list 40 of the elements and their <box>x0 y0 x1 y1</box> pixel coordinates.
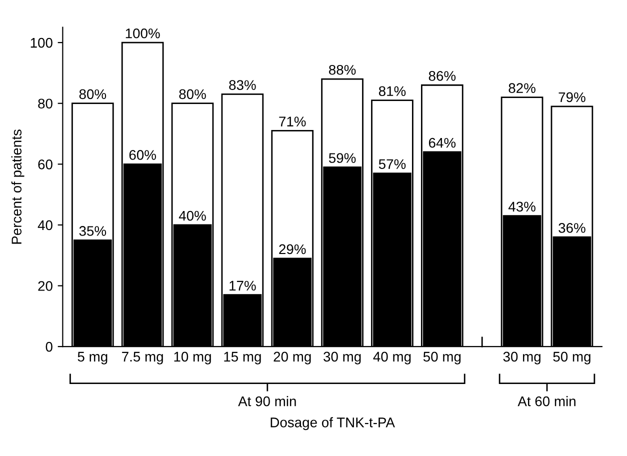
y-tick-label: 0 <box>46 342 52 352</box>
data-label: 59% <box>328 153 356 163</box>
x-tick-label: 7.5 mg <box>122 352 163 364</box>
x-tick-label: 10 mg <box>174 352 211 364</box>
data-label: 60% <box>129 150 156 160</box>
data-label: 88% <box>329 64 356 75</box>
x-tick-label: 30 mg <box>324 352 361 364</box>
text: At 90 min <box>238 396 296 406</box>
data-label: 43% <box>508 202 536 212</box>
data-label: 35% <box>79 226 106 236</box>
y-axis-title: Percent of patients <box>11 130 24 244</box>
data-label: 64% <box>428 138 456 148</box>
text: At 60 min <box>518 396 576 406</box>
data-label: 80% <box>179 89 206 100</box>
x-tick-label: 30 mg <box>503 352 540 364</box>
data-label: 57% <box>378 159 406 170</box>
y-tick-label: 100 <box>30 38 52 48</box>
data-label: 83% <box>229 80 256 90</box>
data-label: 80% <box>79 89 106 100</box>
data-label: 40% <box>178 210 206 221</box>
x-tick-label: 40 mg <box>373 352 411 364</box>
x-axis-title: Dosage of TNK-t-PA <box>270 417 395 430</box>
y-tick-label: 60 <box>38 159 52 170</box>
x-tick-label: 50 mg <box>423 352 461 364</box>
y-tick-label: 80 <box>38 98 52 109</box>
x-tick-label: 50 mg <box>553 352 590 364</box>
data-label: 71% <box>279 116 306 126</box>
data-label: 86% <box>428 71 456 81</box>
data-label: 82% <box>508 83 536 94</box>
data-label: 17% <box>230 280 256 291</box>
data-label: 79% <box>558 92 586 102</box>
y-tick-label: 20 <box>38 281 52 291</box>
data-label: 36% <box>558 223 586 233</box>
x-tick-label: 20 mg <box>274 352 311 364</box>
x-tick-label: 5 mg <box>78 352 108 364</box>
data-label: 100% <box>126 28 160 38</box>
data-label: 29% <box>279 244 306 254</box>
y-tick-label: 40 <box>38 220 52 230</box>
x-tick-label: 15 mg <box>224 352 261 364</box>
data-label: 81% <box>378 86 406 96</box>
